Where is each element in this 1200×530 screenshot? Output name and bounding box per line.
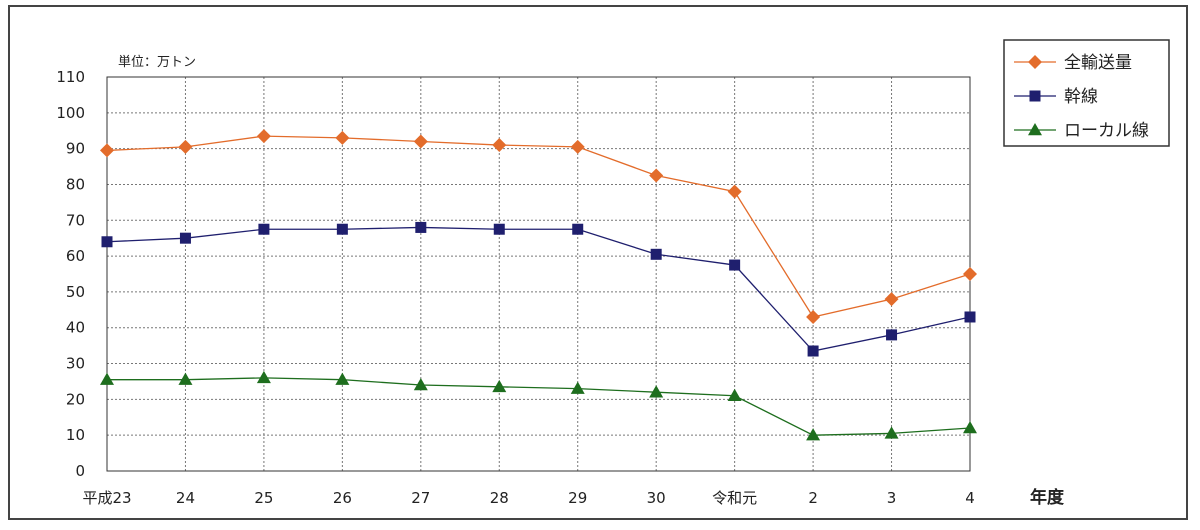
legend-marker — [1028, 123, 1042, 136]
legend-marker — [1029, 90, 1041, 102]
x-tick-label: 25 — [254, 489, 273, 507]
x-tick-label: 26 — [333, 489, 352, 507]
data-point — [100, 143, 114, 158]
plot-area-border — [106, 76, 971, 472]
series — [100, 129, 977, 441]
data-point — [492, 379, 507, 393]
y-tick-label: 0 — [75, 462, 85, 480]
y-tick-label: 30 — [66, 355, 85, 373]
legend-item: 幹線 — [1014, 86, 1098, 107]
data-point — [178, 139, 193, 154]
legend-marker — [1028, 55, 1042, 69]
y-tick-label: 110 — [56, 68, 85, 86]
data-point — [727, 184, 742, 199]
series-1 — [101, 221, 976, 357]
y-tick-label: 60 — [66, 247, 85, 265]
series-line — [106, 226, 971, 352]
data-point — [806, 428, 821, 441]
series-2 — [100, 370, 977, 441]
data-point — [335, 372, 350, 385]
data-point — [650, 248, 662, 260]
data-point — [256, 370, 271, 384]
x-tick-label: 27 — [411, 489, 430, 507]
x-tick-label: 28 — [490, 489, 509, 507]
data-point — [884, 292, 899, 307]
data-point — [806, 309, 821, 324]
x-tick-label: 29 — [568, 489, 587, 507]
data-point — [807, 345, 819, 357]
legend-item: ローカル線 — [1014, 121, 1149, 141]
data-point — [570, 381, 585, 394]
data-point — [649, 385, 664, 398]
x-tick-label: 令和元 — [712, 489, 757, 507]
y-tick-label: 40 — [66, 319, 85, 337]
data-point — [649, 168, 664, 183]
data-point — [886, 329, 898, 341]
data-point — [727, 388, 742, 402]
data-point — [570, 139, 585, 154]
series-0 — [100, 129, 977, 324]
y-tick-label: 20 — [66, 390, 85, 408]
legend-label: ローカル線 — [1064, 121, 1149, 141]
data-point — [413, 134, 428, 149]
data-point — [572, 223, 584, 235]
data-point — [413, 378, 428, 391]
x-tick-label: 3 — [887, 489, 897, 507]
data-point — [729, 259, 741, 271]
data-point — [493, 223, 505, 235]
x-tick-label: 4 — [965, 489, 975, 507]
data-point — [884, 426, 899, 439]
data-point — [256, 129, 271, 144]
y-tick-label: 10 — [66, 426, 85, 444]
legend-item: 全輸送量 — [1014, 53, 1132, 73]
legend-label: 全輸送量 — [1064, 53, 1132, 73]
data-point — [415, 221, 427, 233]
data-point — [101, 236, 113, 248]
unit-label: 単位：万トン — [118, 54, 196, 70]
x-tick-label: 平成23 — [82, 489, 131, 507]
data-point — [963, 421, 977, 434]
chart-frame — [8, 5, 1188, 520]
x-tick-label: 2 — [808, 489, 818, 507]
x-tick-label: 30 — [647, 489, 666, 507]
grid — [107, 76, 971, 471]
data-point — [336, 223, 348, 235]
y-tick-label: 50 — [66, 283, 85, 301]
legend-label: 幹線 — [1064, 86, 1098, 107]
y-tick-label: 80 — [66, 175, 85, 193]
data-point — [335, 130, 350, 145]
data-point — [492, 138, 507, 153]
data-point — [964, 311, 976, 323]
series-line — [106, 135, 971, 318]
data-point — [963, 267, 977, 281]
data-point — [178, 372, 193, 385]
series-line — [107, 377, 971, 436]
data-point — [179, 232, 191, 244]
y-tick-label: 90 — [66, 140, 85, 158]
data-point — [258, 223, 270, 235]
y-tick-label: 70 — [66, 211, 85, 229]
data-point — [100, 372, 114, 385]
x-tick-label: 24 — [176, 489, 195, 507]
x-axis-label: 年度 — [1030, 487, 1065, 508]
y-tick-label: 100 — [56, 104, 85, 122]
